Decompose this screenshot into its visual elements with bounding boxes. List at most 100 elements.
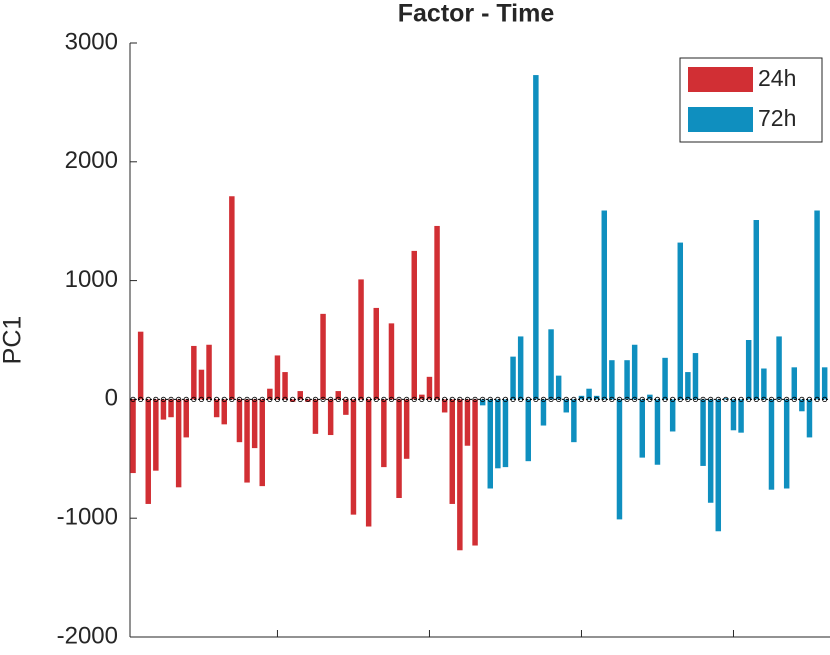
baseline-marker: [601, 396, 607, 402]
baseline-marker: [160, 396, 167, 402]
bar: [343, 399, 349, 415]
bar: [274, 355, 281, 400]
baseline-marker: [312, 396, 319, 402]
bar: [662, 357, 668, 400]
bar: [487, 399, 493, 489]
bar: [221, 399, 227, 425]
bar: [289, 399, 296, 402]
baseline-marker: [738, 396, 744, 402]
baseline-marker: [723, 396, 729, 402]
baseline-marker: [274, 396, 281, 402]
baseline-marker: [791, 396, 797, 402]
baseline-marker: [153, 396, 159, 402]
bar: [457, 399, 463, 551]
bar: [130, 399, 136, 474]
bar: [365, 399, 372, 527]
bar: [525, 399, 531, 462]
bar: [449, 399, 455, 504]
bar: [403, 399, 410, 459]
legend-swatch: [688, 67, 753, 92]
baseline-marker: [662, 396, 668, 402]
baseline-marker: [396, 396, 402, 402]
bar: [479, 399, 486, 406]
bar: [609, 360, 615, 400]
y-tick-label: 1000: [65, 266, 118, 293]
baseline-marker: [373, 396, 379, 402]
baseline-marker: [799, 396, 805, 402]
bar: [305, 399, 311, 402]
bar: [533, 75, 539, 400]
bar: [472, 399, 478, 546]
y-tick-label: 3000: [65, 28, 118, 55]
bar: [745, 340, 752, 400]
baseline-marker: [183, 396, 189, 402]
baseline-marker: [594, 396, 600, 402]
baseline-marker: [267, 396, 273, 402]
bar: [753, 220, 760, 400]
baseline-marker: [540, 396, 547, 402]
bar: [685, 372, 691, 400]
baseline-marker: [145, 396, 151, 402]
bar: [259, 399, 265, 487]
bar: [244, 399, 250, 483]
baseline-marker: [426, 396, 433, 402]
baseline-marker: [419, 396, 425, 402]
baseline-marker: [320, 396, 326, 402]
baseline-marker: [381, 396, 387, 402]
baseline-marker: [563, 396, 569, 402]
bar: [799, 399, 805, 412]
bar: [517, 336, 524, 400]
baseline-marker: [822, 396, 828, 402]
bar: [669, 399, 676, 432]
bar: [168, 399, 174, 418]
bar: [381, 399, 387, 468]
baseline-marker: [229, 396, 235, 402]
baseline-marker: [244, 396, 250, 402]
bar: [548, 329, 554, 400]
bar: [191, 345, 197, 400]
legend-label: 24h: [758, 65, 796, 91]
baseline-marker: [556, 396, 562, 402]
baseline-marker: [670, 396, 676, 402]
baseline-marker: [814, 396, 820, 402]
baseline-marker: [784, 396, 790, 402]
bar: [297, 391, 303, 400]
bar: [411, 250, 417, 400]
baseline-marker: [305, 396, 311, 402]
baseline-marker: [776, 396, 782, 402]
baseline-marker: [578, 396, 585, 402]
bar: [502, 399, 509, 468]
baseline-marker: [221, 396, 227, 402]
bar: [700, 399, 706, 466]
bar: [236, 399, 243, 443]
bar: [183, 399, 189, 438]
baseline-marker: [282, 396, 288, 402]
bar: [229, 196, 235, 400]
bar: [624, 360, 630, 400]
baseline-marker: [548, 396, 554, 402]
bar: [282, 372, 288, 400]
baseline-marker: [191, 396, 197, 402]
bar: [198, 369, 205, 400]
baseline-marker: [138, 396, 144, 402]
baseline-marker: [464, 396, 471, 402]
bar: [586, 388, 592, 400]
bar: [761, 368, 767, 400]
bar: [327, 399, 334, 436]
bar: [495, 399, 501, 469]
baseline-marker: [442, 396, 448, 402]
baseline-marker: [343, 396, 349, 402]
bar: [738, 399, 744, 433]
bar: [434, 225, 440, 400]
baseline-marker: [328, 396, 334, 402]
bar: [320, 313, 326, 400]
y-tick-label: 0: [105, 385, 118, 412]
bar: [540, 399, 547, 426]
baseline-marker: [571, 396, 577, 402]
baseline-marker: [495, 396, 501, 402]
baseline-marker: [502, 396, 509, 402]
bar: [396, 399, 402, 499]
baseline-marker: [768, 396, 775, 402]
bar: [814, 210, 820, 400]
